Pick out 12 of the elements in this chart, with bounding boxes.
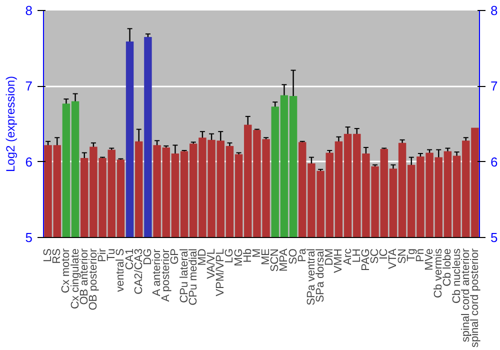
y2-tick-label: 6 — [490, 154, 498, 170]
y-tick-label: 5 — [25, 230, 33, 245]
x-tick-label: CPu medial — [187, 248, 200, 306]
y-tick-label: 6 — [25, 154, 33, 170]
x-tick-label: RS — [51, 248, 64, 264]
x-tick-label: DG — [142, 248, 154, 265]
y2-tick-label: 7 — [490, 78, 498, 94]
y-tick-label: 8 — [25, 3, 33, 18]
y2-tick-label: 8 — [490, 3, 498, 18]
y2-tick-label: 5 — [490, 230, 498, 245]
y-tick-label: 7 — [25, 78, 33, 94]
y-axis-title: Log2 (expression) — [3, 76, 18, 172]
